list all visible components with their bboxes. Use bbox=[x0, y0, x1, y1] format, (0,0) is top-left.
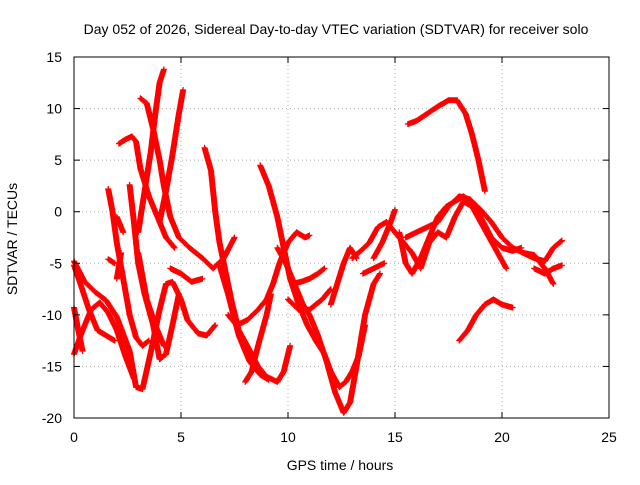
x-tick-label: 25 bbox=[601, 429, 617, 445]
x-axis-label: GPS time / hours bbox=[287, 457, 394, 473]
data-point-markers bbox=[289, 265, 328, 287]
series-arc-28 bbox=[404, 97, 488, 195]
data-point-markers bbox=[531, 262, 565, 277]
series-arc-27 bbox=[359, 260, 388, 277]
y-tick-label: -15 bbox=[42, 358, 62, 374]
data-point-markers bbox=[135, 66, 167, 236]
x-tick-label: 5 bbox=[177, 429, 185, 445]
y-tick-label: 0 bbox=[54, 204, 62, 220]
y-tick-label: -20 bbox=[42, 410, 62, 426]
series-arc-12 bbox=[135, 250, 167, 349]
series-arc-14 bbox=[156, 87, 187, 225]
x-tick-label: 20 bbox=[494, 429, 510, 445]
series-arc-24 bbox=[327, 244, 360, 308]
series-arc-34 bbox=[531, 262, 565, 277]
data-point-markers bbox=[135, 250, 167, 349]
data-series bbox=[71, 66, 565, 416]
y-tick-label: -5 bbox=[50, 255, 63, 271]
data-point-markers bbox=[167, 265, 206, 285]
y-tick-label: 15 bbox=[46, 49, 62, 65]
data-point-markers bbox=[327, 244, 360, 308]
series-arc-23 bbox=[289, 265, 328, 287]
data-point-markers bbox=[105, 256, 118, 267]
series-arc-19 bbox=[242, 291, 274, 385]
data-point-markers bbox=[113, 213, 127, 236]
series-arc-26 bbox=[370, 206, 398, 262]
series-arc-15 bbox=[167, 265, 206, 285]
axis-ticks: 0 5 10 15 20 25 15 10 5 0 -5 -10 -15 -20 bbox=[42, 49, 617, 445]
data-point-markers bbox=[242, 291, 274, 385]
series-arc-18 bbox=[225, 229, 313, 329]
data-point-markers bbox=[359, 260, 388, 277]
series-arc-22 bbox=[285, 286, 334, 313]
x-tick-label: 0 bbox=[70, 429, 78, 445]
data-point-markers bbox=[456, 296, 516, 344]
data-point-markers bbox=[225, 229, 313, 329]
x-tick-label: 15 bbox=[387, 429, 403, 445]
y-tick-label: 10 bbox=[46, 101, 62, 117]
data-point-markers bbox=[370, 206, 398, 262]
series-arc-33 bbox=[520, 237, 565, 265]
series-arc-32 bbox=[456, 296, 516, 344]
x-tick-label: 10 bbox=[280, 429, 296, 445]
data-point-markers bbox=[285, 286, 334, 313]
plot-frame bbox=[73, 56, 610, 419]
data-point-markers bbox=[156, 87, 187, 225]
series-arc-5 bbox=[105, 256, 118, 267]
series-arc-7 bbox=[113, 250, 125, 282]
data-point-markers bbox=[404, 97, 488, 195]
y-tick-label: -10 bbox=[42, 307, 62, 323]
y-tick-label: 5 bbox=[54, 152, 62, 168]
y-axis-label: SDTVAR / TECUs bbox=[4, 183, 20, 295]
series-arc-8 bbox=[113, 213, 127, 236]
data-point-markers bbox=[520, 237, 565, 265]
series-arc-13 bbox=[135, 66, 167, 236]
data-point-markers bbox=[113, 250, 125, 282]
chart-title: Day 052 of 2026, Sidereal Day-to-day VTE… bbox=[84, 21, 589, 37]
